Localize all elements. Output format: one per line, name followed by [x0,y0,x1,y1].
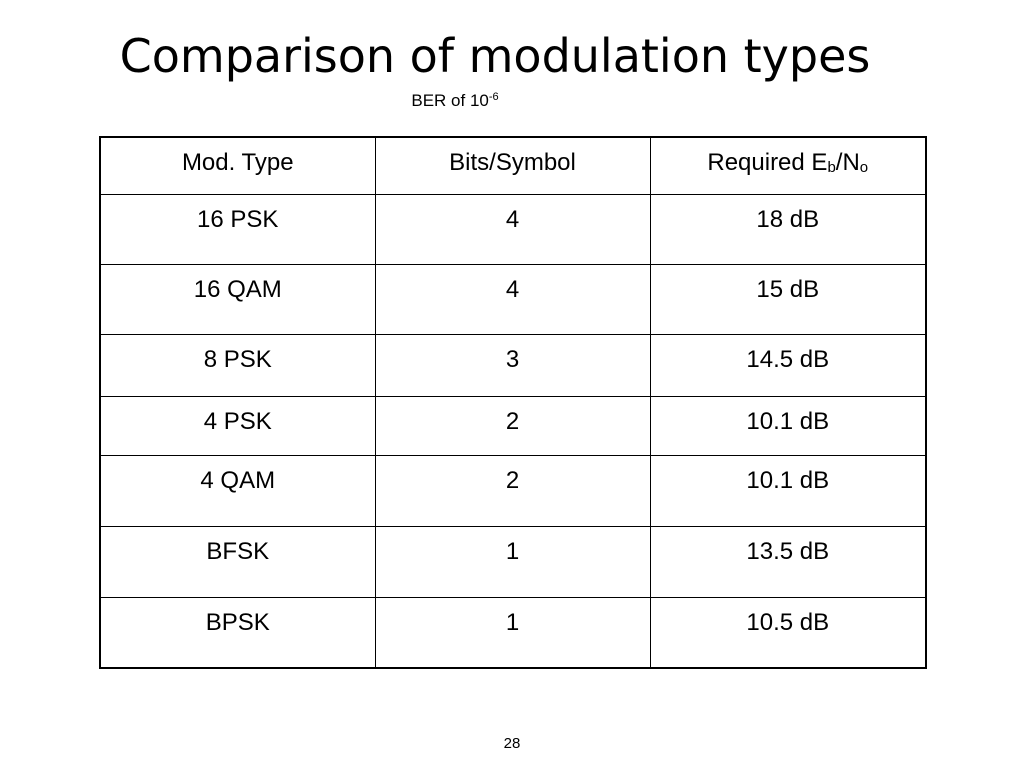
cell-bits-per-symbol: 4 [374,193,651,265]
cell-required-ebno: 10.1 dB [649,395,927,456]
table-row: BFSK 1 13.5 dB [99,525,927,598]
table-header-row: Mod. Type Bits/Symbol Required Eb/No [99,136,927,195]
header-required-slash: /N [835,149,860,176]
header-required-ebno: Required Eb/No [649,136,927,195]
page-number: 28 [503,735,521,752]
cell-mod-type: 16 PSK [99,193,376,265]
table-row: 8 PSK 3 14.5 dB [99,333,927,397]
cell-required-ebno: 10.1 dB [649,454,927,527]
cell-bits-per-symbol: 3 [374,333,651,397]
table-row: 16 PSK 4 18 dB [99,193,927,265]
header-mod-type: Mod. Type [99,136,376,195]
header-required-sub-o: o [859,159,869,176]
cell-mod-type: 4 QAM [99,454,376,527]
cell-required-ebno: 14.5 dB [649,333,927,397]
table-row: 4 PSK 2 10.1 dB [99,395,927,456]
cell-mod-type: 8 PSK [99,333,376,397]
cell-mod-type: BPSK [99,596,376,669]
header-bits-per-symbol: Bits/Symbol [374,136,651,195]
subtitle-prefix: BER of 10 [411,91,489,110]
cell-bits-per-symbol: 2 [374,454,651,527]
modulation-table: Mod. Type Bits/Symbol Required Eb/No 16 … [99,136,927,669]
cell-required-ebno: 13.5 dB [649,525,927,598]
cell-bits-per-symbol: 1 [374,525,651,598]
cell-required-ebno: 10.5 dB [649,596,927,669]
table-row: 4 QAM 2 10.1 dB [99,454,927,527]
slide-title: Comparison of modulation types [119,29,871,83]
cell-mod-type: 16 QAM [99,263,376,335]
header-required-prefix: Required E [707,149,828,176]
cell-bits-per-symbol: 2 [374,395,651,456]
table-row: BPSK 1 10.5 dB [99,596,927,669]
slide-subtitle: BER of 10-6 [0,90,910,112]
cell-mod-type: 4 PSK [99,395,376,456]
header-required-sub-b: b [827,159,836,176]
cell-required-ebno: 18 dB [649,193,927,265]
cell-required-ebno: 15 dB [649,263,927,335]
cell-mod-type: BFSK [99,525,376,598]
cell-bits-per-symbol: 4 [374,263,651,335]
subtitle-exponent: -6 [488,91,499,103]
table-row: 16 QAM 4 15 dB [99,263,927,335]
cell-bits-per-symbol: 1 [374,596,651,669]
